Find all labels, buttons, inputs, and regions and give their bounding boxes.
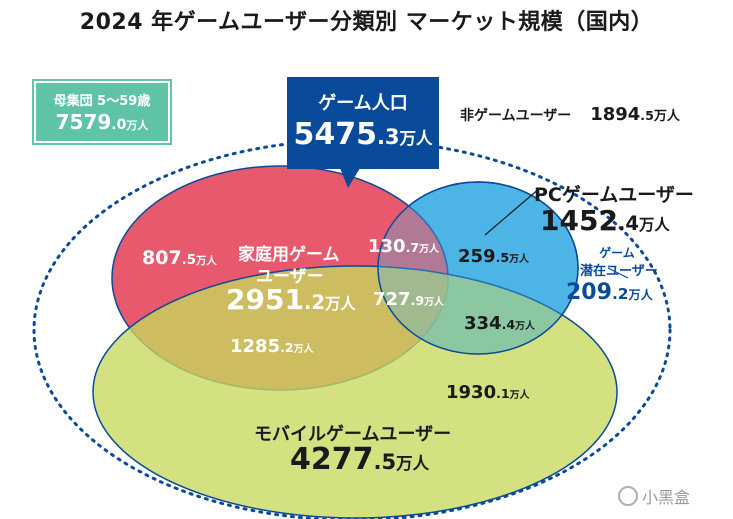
watermark-logo-icon — [618, 486, 638, 506]
game-population-label: ゲーム人口 — [318, 93, 408, 114]
game-population-box: ゲーム人口 5475.3万人 — [287, 77, 439, 169]
game-population-pointer — [340, 168, 360, 188]
segment-pc-mobile: 334.4万人 — [464, 313, 535, 334]
potential-users-value: 209.2万人 — [566, 280, 653, 305]
pc-users-value: 1452.4万人 — [540, 204, 670, 237]
non-game-users-value: 1894.5万人 — [590, 104, 680, 125]
population-value: 7579.0万人 — [55, 110, 149, 134]
pc-users-label: PCゲームユーザー — [534, 184, 694, 206]
mobile-users-label: モバイルゲームユーザー — [254, 424, 452, 445]
game-population-value: 5475.3万人 — [293, 117, 433, 152]
potential-users-label1: ゲーム — [599, 246, 635, 260]
potential-users-label2: 潜在ユーザー — [580, 264, 658, 279]
pc-leader-line — [484, 187, 541, 236]
watermark: 小黑盒 — [618, 484, 690, 508]
console-users-label1: 家庭用ゲーム — [238, 245, 340, 265]
segment-pc-only: 259.5万人 — [458, 246, 529, 267]
console-users-value: 2951.2万人 — [226, 283, 356, 316]
segment-mobile-only: 1930.1万人 — [446, 382, 530, 403]
pc-overlap-tint — [377, 181, 579, 355]
mobile-users-value: 4277.5万人 — [290, 442, 430, 477]
population-label: 母集団 5～59歳 — [53, 94, 151, 109]
chart-title: 2024 年ゲームユーザー分類別 マーケット規模（国内） — [79, 10, 654, 35]
population-box: 母集団 5～59歳 7579.0万人 — [32, 79, 172, 145]
potential-leader-line — [607, 267, 629, 279]
segment-all-three: 727.9万人 — [373, 289, 444, 310]
console-users-label2: ユーザー — [256, 267, 324, 287]
non-game-users: 非ゲームユーザー 1894.5万人 — [460, 104, 680, 125]
segment-console-only: 807.5万人 — [142, 247, 217, 269]
segment-console-mobile: 1285.2万人 — [230, 336, 314, 357]
mobile-ellipse — [92, 265, 618, 519]
segment-console-pc: 130.7万人 — [368, 236, 439, 257]
